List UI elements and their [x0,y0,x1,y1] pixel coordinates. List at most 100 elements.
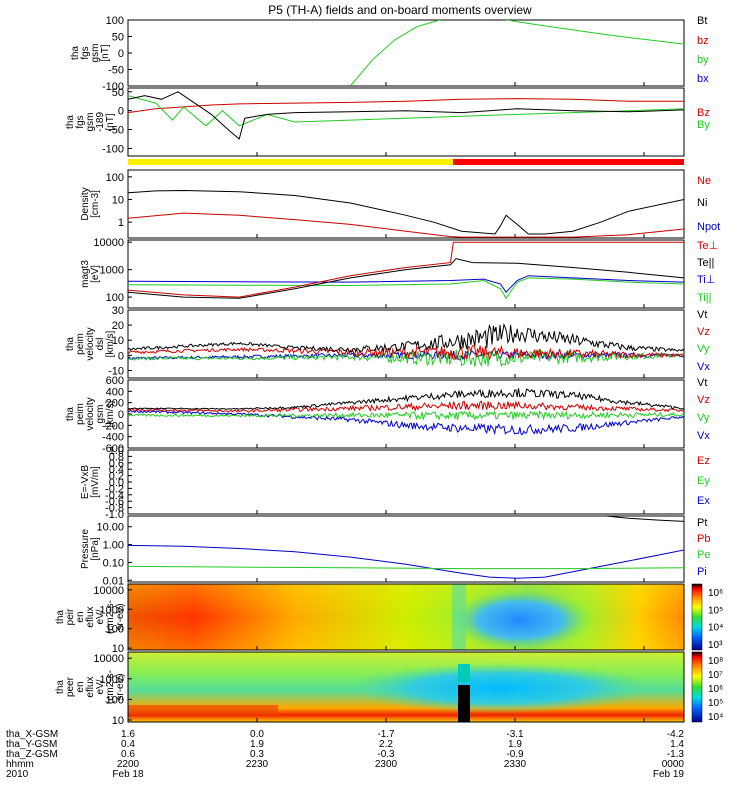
y-tick-label: 20 [112,320,124,332]
legend-entry: Bz [697,107,710,119]
y-tick-label: 100 [106,292,124,304]
y-tick-label: -400 [102,432,124,444]
colorbar-tick-label: 10⁵ [708,605,723,616]
ephem-value: -0.9 [506,749,524,760]
panel-frame [127,449,685,515]
legend-entry: Ey [697,475,710,487]
series-line-vz [128,400,684,414]
y-tick-label: 0 [118,48,124,60]
y-axis-label: thapeimvelocitygsm[km/s] [65,397,116,430]
y-tick-label: 100 [106,624,124,636]
y-tick-label: 10000 [93,585,124,597]
y-axis-label-line: magt3 [80,260,91,288]
y-tick-label: -100 [102,143,124,155]
legend-entry: Ni [697,197,707,209]
y-axis-label-line: tha [70,46,81,60]
ephem-value: 2300 [375,759,398,770]
y-tick-label: 10 [112,643,124,655]
y-tick-label: 0 [118,106,124,118]
colorbar-tick-label: 10⁴ [708,623,723,634]
series-group [128,241,684,300]
y-tick-label: 1.0 [109,445,124,457]
y-tick-label: 10 [112,194,124,206]
y-axis-label: thapeerenefluxeV/(cm2-s-sr-eV) [55,670,126,704]
y-axis-label-line: sr-eV) [115,603,126,630]
legend-entry: Vx [697,361,710,373]
ion-spectrogram [128,584,684,650]
panel-1: 100 50 0 -50 -100 thafgsgsm[nT] Bt bz by bx [70,15,709,93]
y-tick-label: 0.0 [109,477,124,489]
y-tick-label: 1.00 [103,540,124,552]
panel-frame [127,583,685,651]
legend-entry: Vz [697,326,710,338]
legend-entry: Ti|| [697,292,711,304]
status-bar-red [453,159,684,165]
panel-frame [127,239,685,309]
electron-colorbar [691,651,703,723]
legend-entry: Vy [697,343,710,355]
ephem-value: 2200 [117,759,140,770]
figure-title: P5 (TH-A) fields and on-board moments ov… [268,3,532,17]
ephem-value: 0.4 [121,739,135,750]
legend-entry: Bt [697,15,707,27]
y-tick-label: -10 [108,365,124,377]
panel-9: 10000 1000 100 10 thapeirenefluxeV/(cm2-s-sr… [55,583,723,655]
y-axis-label-line: (cm2-s- [105,600,116,634]
y-axis-label-line: sr-eV) [115,673,126,700]
panel-4: 10000 1000 100 magt3[eV] Te⊥ Te|| Ti⊥ Ti|| [80,237,718,309]
y-axis-label-line: -189 [95,112,106,132]
y-axis-label: E=-VxB[mV/m] [80,465,101,500]
y-tick-label: 1000 [100,674,124,686]
y-axis-label-line: fgs [75,115,86,128]
series-line-ti [128,275,684,293]
y-axis-label-line: tha [65,115,76,129]
y-tick-label: 10 [112,335,124,347]
series-line-te [128,258,684,299]
legend-entry: Npot [697,221,720,233]
panel-frame [127,169,685,239]
panel-10: 10000 1000 100 10 thapeerenefluxeV/(cm2-s-sr… [55,651,723,727]
colorbar-tick-label: 10⁶ [708,684,723,695]
y-tick-label: 10.00 [96,522,124,534]
y-tick-label: 0.8 [109,451,124,463]
y-axis-label-line: gsm [85,113,96,132]
y-axis-label-line: [km/s] [105,330,116,357]
panel-frame [127,87,685,157]
ephem-label: tha_X-GSM [6,729,58,740]
series-line-by [128,95,684,127]
panel-frame [127,515,685,583]
y-tick-label: 0.10 [103,557,124,569]
y-axis-label-line: (cm2-s- [105,670,116,704]
ephem-row: tha_X-GSM 1.6 0.0 -1.7 -3.1 -4.2 [6,729,684,740]
y-tick-label: 10000 [93,237,124,249]
y-axis-label-line: eflux [85,676,96,697]
panel-7: 1.00.80.60.40.20.0-0.2-0.4-0.6-0.8-1.0 E=… [80,445,710,521]
series-line-ti [128,277,684,300]
y-axis-label: Density[cm-3] [80,187,101,220]
y-tick-label: 1000 [100,265,124,277]
ephem-value: 1.9 [250,739,264,750]
y-tick-label: -200 [102,420,124,432]
y-tick-label: 0.4 [109,464,124,476]
y-axis-label-line: peim [75,333,86,355]
y-tick-label: 50 [112,87,124,99]
series-line-vt [128,322,684,353]
ephem-value: -0.3 [377,749,395,760]
y-tick-label: 10000 [93,653,124,665]
y-tick-label: 0.01 [103,575,124,587]
y-axis-label-line: E=-VxB [80,465,91,500]
y-tick-label: 10 [112,715,124,727]
series-line-vz [128,344,684,361]
panel-3: 100 10 1 Density[cm-3] Ne Ni Npot [80,169,720,239]
legend-entry: Te⊥ [697,240,718,252]
ephem-row: tha_Y-GSM 0.4 1.9 2.2 1.9 1.4 [6,739,684,750]
series-line-te [128,241,684,298]
legend-entry: Ez [697,455,710,467]
ephem-label: tha_Y-GSM [6,739,57,750]
series-line-vy [128,409,684,421]
y-axis-label-line: [nT] [105,113,116,130]
y-tick-label: 30 [112,305,124,317]
colorbar-tick-label: 10⁷ [708,670,723,681]
legend-entry: By [697,119,710,131]
